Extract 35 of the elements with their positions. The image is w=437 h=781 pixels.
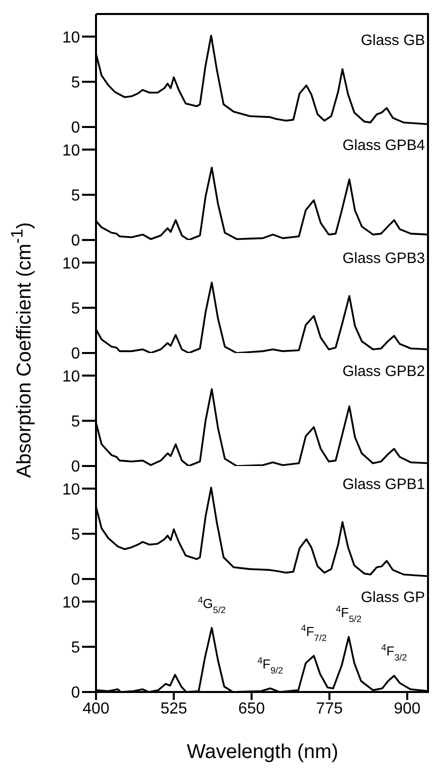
y-tick-label: 10 xyxy=(62,255,80,272)
x-axis-title: Wavelength (nm) xyxy=(186,741,338,763)
y-tick-label: 0 xyxy=(71,232,80,250)
y-tick-label: 0 xyxy=(71,684,80,702)
text: Glass GPB3 xyxy=(342,250,425,267)
y-tick-label: 10 xyxy=(62,368,80,386)
y-tick-label: 5 xyxy=(71,187,80,204)
x-tick-label: 900 xyxy=(394,700,421,718)
y-tick-label: 5 xyxy=(71,526,80,544)
x-tick-label: 650 xyxy=(238,700,266,718)
y-tick-label: 0 xyxy=(71,572,80,589)
text: Glass GB xyxy=(360,32,425,49)
annotation: $^{4}$F$_{5/2}$ xyxy=(336,604,362,624)
text: Glass GP xyxy=(360,589,425,606)
y-tick-label: 10 xyxy=(62,142,80,160)
x-tick-label: 400 xyxy=(82,700,110,718)
y-tick-label: 0 xyxy=(71,346,80,363)
y-tick-label: 10 xyxy=(62,594,80,612)
x-tick-label: 775 xyxy=(316,700,343,718)
y-tick-label: 5 xyxy=(71,639,80,656)
text: Glass GPB1 xyxy=(342,476,425,493)
annotation: $^{4}$G$_{5/2}$ xyxy=(198,594,226,615)
y-tick-label: 10 xyxy=(62,29,80,46)
annotation: $^{4}$F$_{9/2}$ xyxy=(257,655,284,676)
y-tick-label: 5 xyxy=(71,413,80,430)
annotation: $^{4}$F$_{3/2}$ xyxy=(381,642,407,663)
x-tick-label: 525 xyxy=(160,700,188,718)
text: Glass GPB4 xyxy=(342,137,425,154)
text: Glass GPB2 xyxy=(342,363,425,380)
y-tick-label: 0 xyxy=(71,458,80,476)
y-tick-label: 5 xyxy=(71,74,80,92)
annotation: $^{4}$F$_{7/2}$ xyxy=(301,622,327,643)
y-tick-label: 0 xyxy=(71,120,80,137)
y-tick-label: 5 xyxy=(71,300,80,318)
y-tick-label: 10 xyxy=(62,481,80,498)
